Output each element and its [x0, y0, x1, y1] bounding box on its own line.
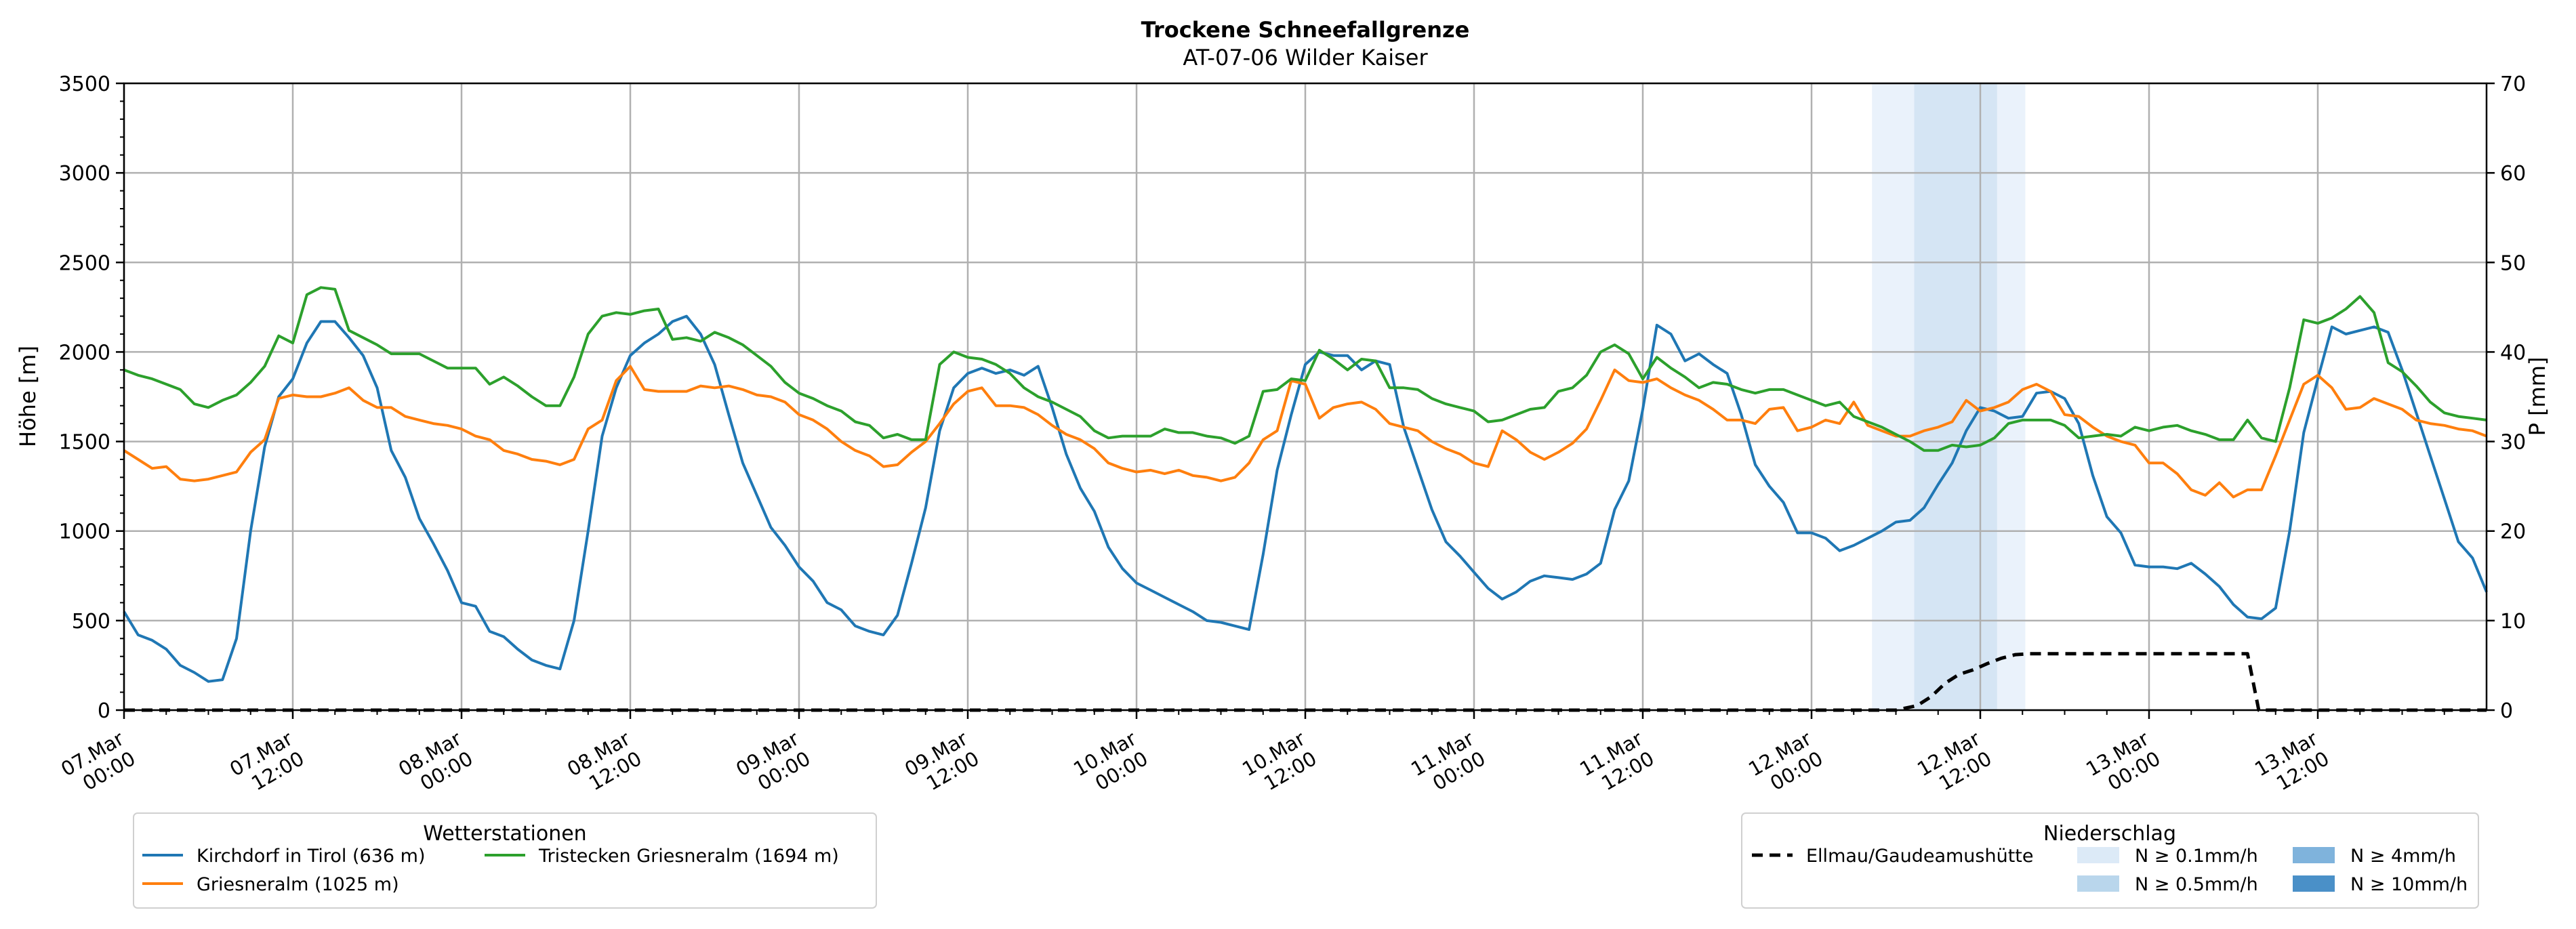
chart-subtitle: AT-07-06 Wilder Kaiser: [1183, 45, 1428, 70]
y2-tick-label-3: 30: [2500, 431, 2526, 455]
precipitation-bands: [1872, 83, 2026, 710]
y-tick-label-6: 3000: [59, 162, 110, 186]
y2-tick-label-1: 10: [2500, 610, 2526, 634]
legend-precip-dashed-label: Ellmau/Gaudeamushütte: [1806, 846, 2033, 867]
y-tick-label-0: 0: [98, 699, 110, 723]
legend-precip-label-2: N ≥ 4mm/h: [2350, 846, 2456, 867]
x-tick-label-12: 13.Mar00:00: [2082, 727, 2164, 801]
x-tick-label-4: 09.Mar00:00: [732, 727, 814, 801]
legend-precip-title: Niederschlag: [2043, 822, 2176, 846]
precip-band-1: [1914, 83, 1997, 710]
y-tick-label-2: 1000: [59, 520, 110, 544]
x-tick-label-3: 08.Mar12:00: [563, 727, 645, 801]
x-tick-label-13: 13.Mar12:00: [2251, 727, 2333, 801]
series-line-0: [123, 314, 2488, 683]
y-axis-label: Höhe [m]: [15, 346, 41, 447]
grid-lines: [123, 82, 2487, 711]
x-tick-label-2: 08.Mar00:00: [394, 727, 476, 801]
y-tick-label-5: 2500: [59, 251, 110, 275]
x-tick-label-5: 09.Mar12:00: [901, 727, 983, 801]
axis-ticks: 0 500 1000 1500 2000 2500 3000 3500 0 10 20 30 40 50 6…: [57, 73, 2526, 801]
y2-tick-label-2: 20: [2500, 520, 2526, 544]
x-tick-label-0: 07.Mar00:00: [57, 727, 139, 801]
y2-axis-label: P [mm]: [2524, 357, 2550, 436]
legend-stations-title: Wetterstationen: [423, 822, 586, 846]
series-line-1: [123, 365, 2487, 499]
legend-precip-swatch-3: [2293, 875, 2335, 892]
precip-band-2: [1997, 83, 2026, 710]
x-tick-label-6: 10.Mar00:00: [1069, 727, 1151, 801]
x-tick-label-10: 12.Mar00:00: [1744, 727, 1826, 801]
x-tick-label-1: 07.Mar12:00: [226, 727, 308, 801]
series-line-2: [123, 286, 2487, 452]
legend-stations-frame: [133, 812, 877, 909]
chart-title: Trockene Schneefallgrenze: [1141, 17, 1470, 43]
precip-band-0: [1872, 83, 1915, 710]
legend-station-label-2: Tristecken Griesneralm (1694 m): [538, 846, 839, 867]
y-tick-label-7: 3500: [59, 73, 110, 96]
x-tick-label-7: 10.Mar12:00: [1238, 727, 1320, 801]
y-tick-label-4: 2000: [59, 341, 110, 365]
y2-tick-label-4: 40: [2500, 341, 2526, 365]
legend-precip-label-3: N ≥ 10mm/h: [2350, 874, 2468, 895]
y2-tick-label-7: 70: [2500, 73, 2526, 96]
legend-precip-swatch-2: [2293, 847, 2335, 863]
x-tick-label-9: 11.Mar12:00: [1576, 727, 1658, 801]
y-tick-label-3: 1500: [59, 431, 110, 455]
legend-precip: Niederschlag Ellmau/Gaudeamushütte N ≥ 0.…: [1741, 812, 2479, 909]
legend-station-label-1: Griesneralm (1025 m): [197, 874, 399, 895]
legend-precip-label-0: N ≥ 0.1mm/h: [2135, 846, 2258, 867]
legend-precip-swatch-1: [2077, 875, 2119, 892]
y2-tick-label-0: 0: [2500, 699, 2513, 723]
legend-stations: Wetterstationen Kirchdorf in Tirol (636 …: [133, 812, 877, 909]
series-lines: [123, 286, 2488, 712]
y2-tick-label-6: 60: [2500, 162, 2526, 186]
x-tick-label-11: 12.Mar12:00: [1913, 727, 1995, 801]
series-line-3: [124, 652, 2487, 712]
y-tick-label-1: 500: [72, 610, 110, 634]
legend-station-label-0: Kirchdorf in Tirol (636 m): [197, 846, 425, 867]
y2-tick-label-5: 50: [2500, 251, 2526, 275]
x-tick-label-8: 11.Mar00:00: [1407, 727, 1489, 801]
legend-precip-swatch-0: [2077, 847, 2119, 863]
legend-precip-label-1: N ≥ 0.5mm/h: [2135, 874, 2258, 895]
